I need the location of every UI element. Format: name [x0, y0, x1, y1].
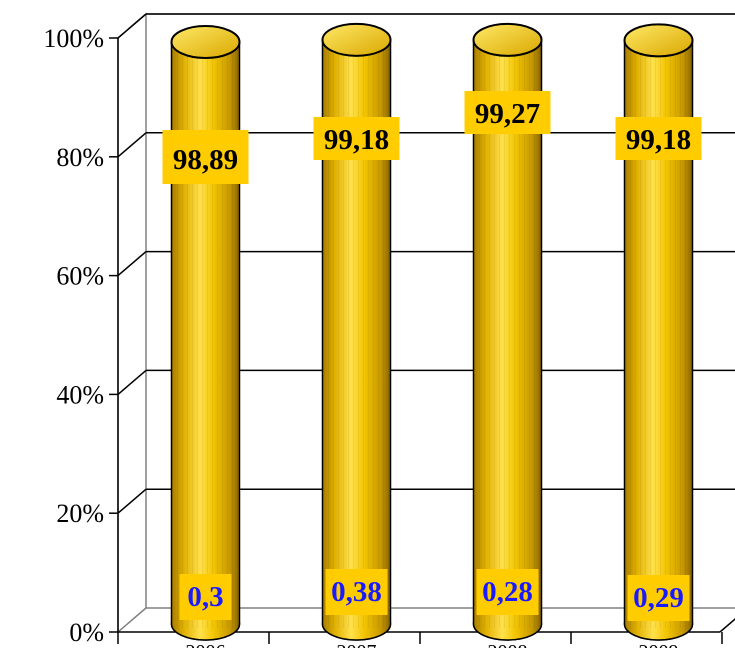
bar-cap: [623, 23, 694, 58]
floor-right-edge: [719, 618, 735, 633]
gridline-side: [117, 251, 147, 277]
y-tick-label: 100%: [43, 24, 104, 53]
cylinder-bar: [623, 23, 694, 641]
data-label: 98,89: [173, 144, 238, 176]
bar-cap: [472, 22, 543, 57]
data-label-box: [313, 117, 400, 160]
y-tick-label: 20%: [56, 499, 104, 528]
x-tick-label: 2009: [639, 641, 679, 648]
bar-cap: [321, 22, 392, 57]
gridline-side: [117, 132, 147, 158]
data-labels: 98,89 0,3 99,18 0,38 99,27 0,28 99,18 0,29: [162, 91, 702, 621]
bar-body: [472, 39, 543, 641]
data-label-box: [627, 575, 690, 621]
y-tick-label: 80%: [56, 143, 104, 172]
cylinder-bar: [170, 25, 241, 641]
data-label-box: [325, 569, 388, 615]
gridline-side: [117, 13, 147, 39]
x-tick-label: 2006: [186, 641, 226, 648]
x-tick-label: 2008: [488, 641, 528, 648]
y-tick-label: 60%: [56, 262, 104, 291]
data-label-box: [464, 91, 551, 134]
data-label-box: [179, 574, 232, 620]
bars: [170, 22, 694, 641]
data-label: 99,18: [626, 124, 691, 156]
y-tick-label: 40%: [56, 380, 104, 409]
data-label-box: [615, 117, 702, 160]
cylinder-bar: [472, 22, 543, 641]
gridline-side: [117, 488, 147, 514]
bar-body: [321, 39, 392, 641]
gridline-side: [117, 369, 147, 395]
x-tick-label: 2007: [337, 641, 377, 648]
bar-body: [170, 41, 241, 641]
axes: 0% 20% 40% 60% 80% 100% 2006 2007 2008 2009: [43, 24, 735, 648]
data-label: 0,38: [331, 576, 382, 608]
data-label: 0,3: [187, 581, 223, 613]
side-wall: [117, 12, 147, 634]
data-label: 99,27: [475, 98, 540, 130]
cylinder-bar: [321, 22, 392, 641]
data-label: 99,18: [324, 124, 389, 156]
data-label: 0,29: [633, 582, 684, 614]
bar-body: [623, 39, 694, 641]
bar-cap: [170, 25, 241, 60]
y-tick-label: 0%: [69, 618, 104, 647]
data-label-box: [162, 130, 249, 184]
data-label: 0,28: [482, 576, 533, 608]
data-label-box: [476, 569, 539, 615]
